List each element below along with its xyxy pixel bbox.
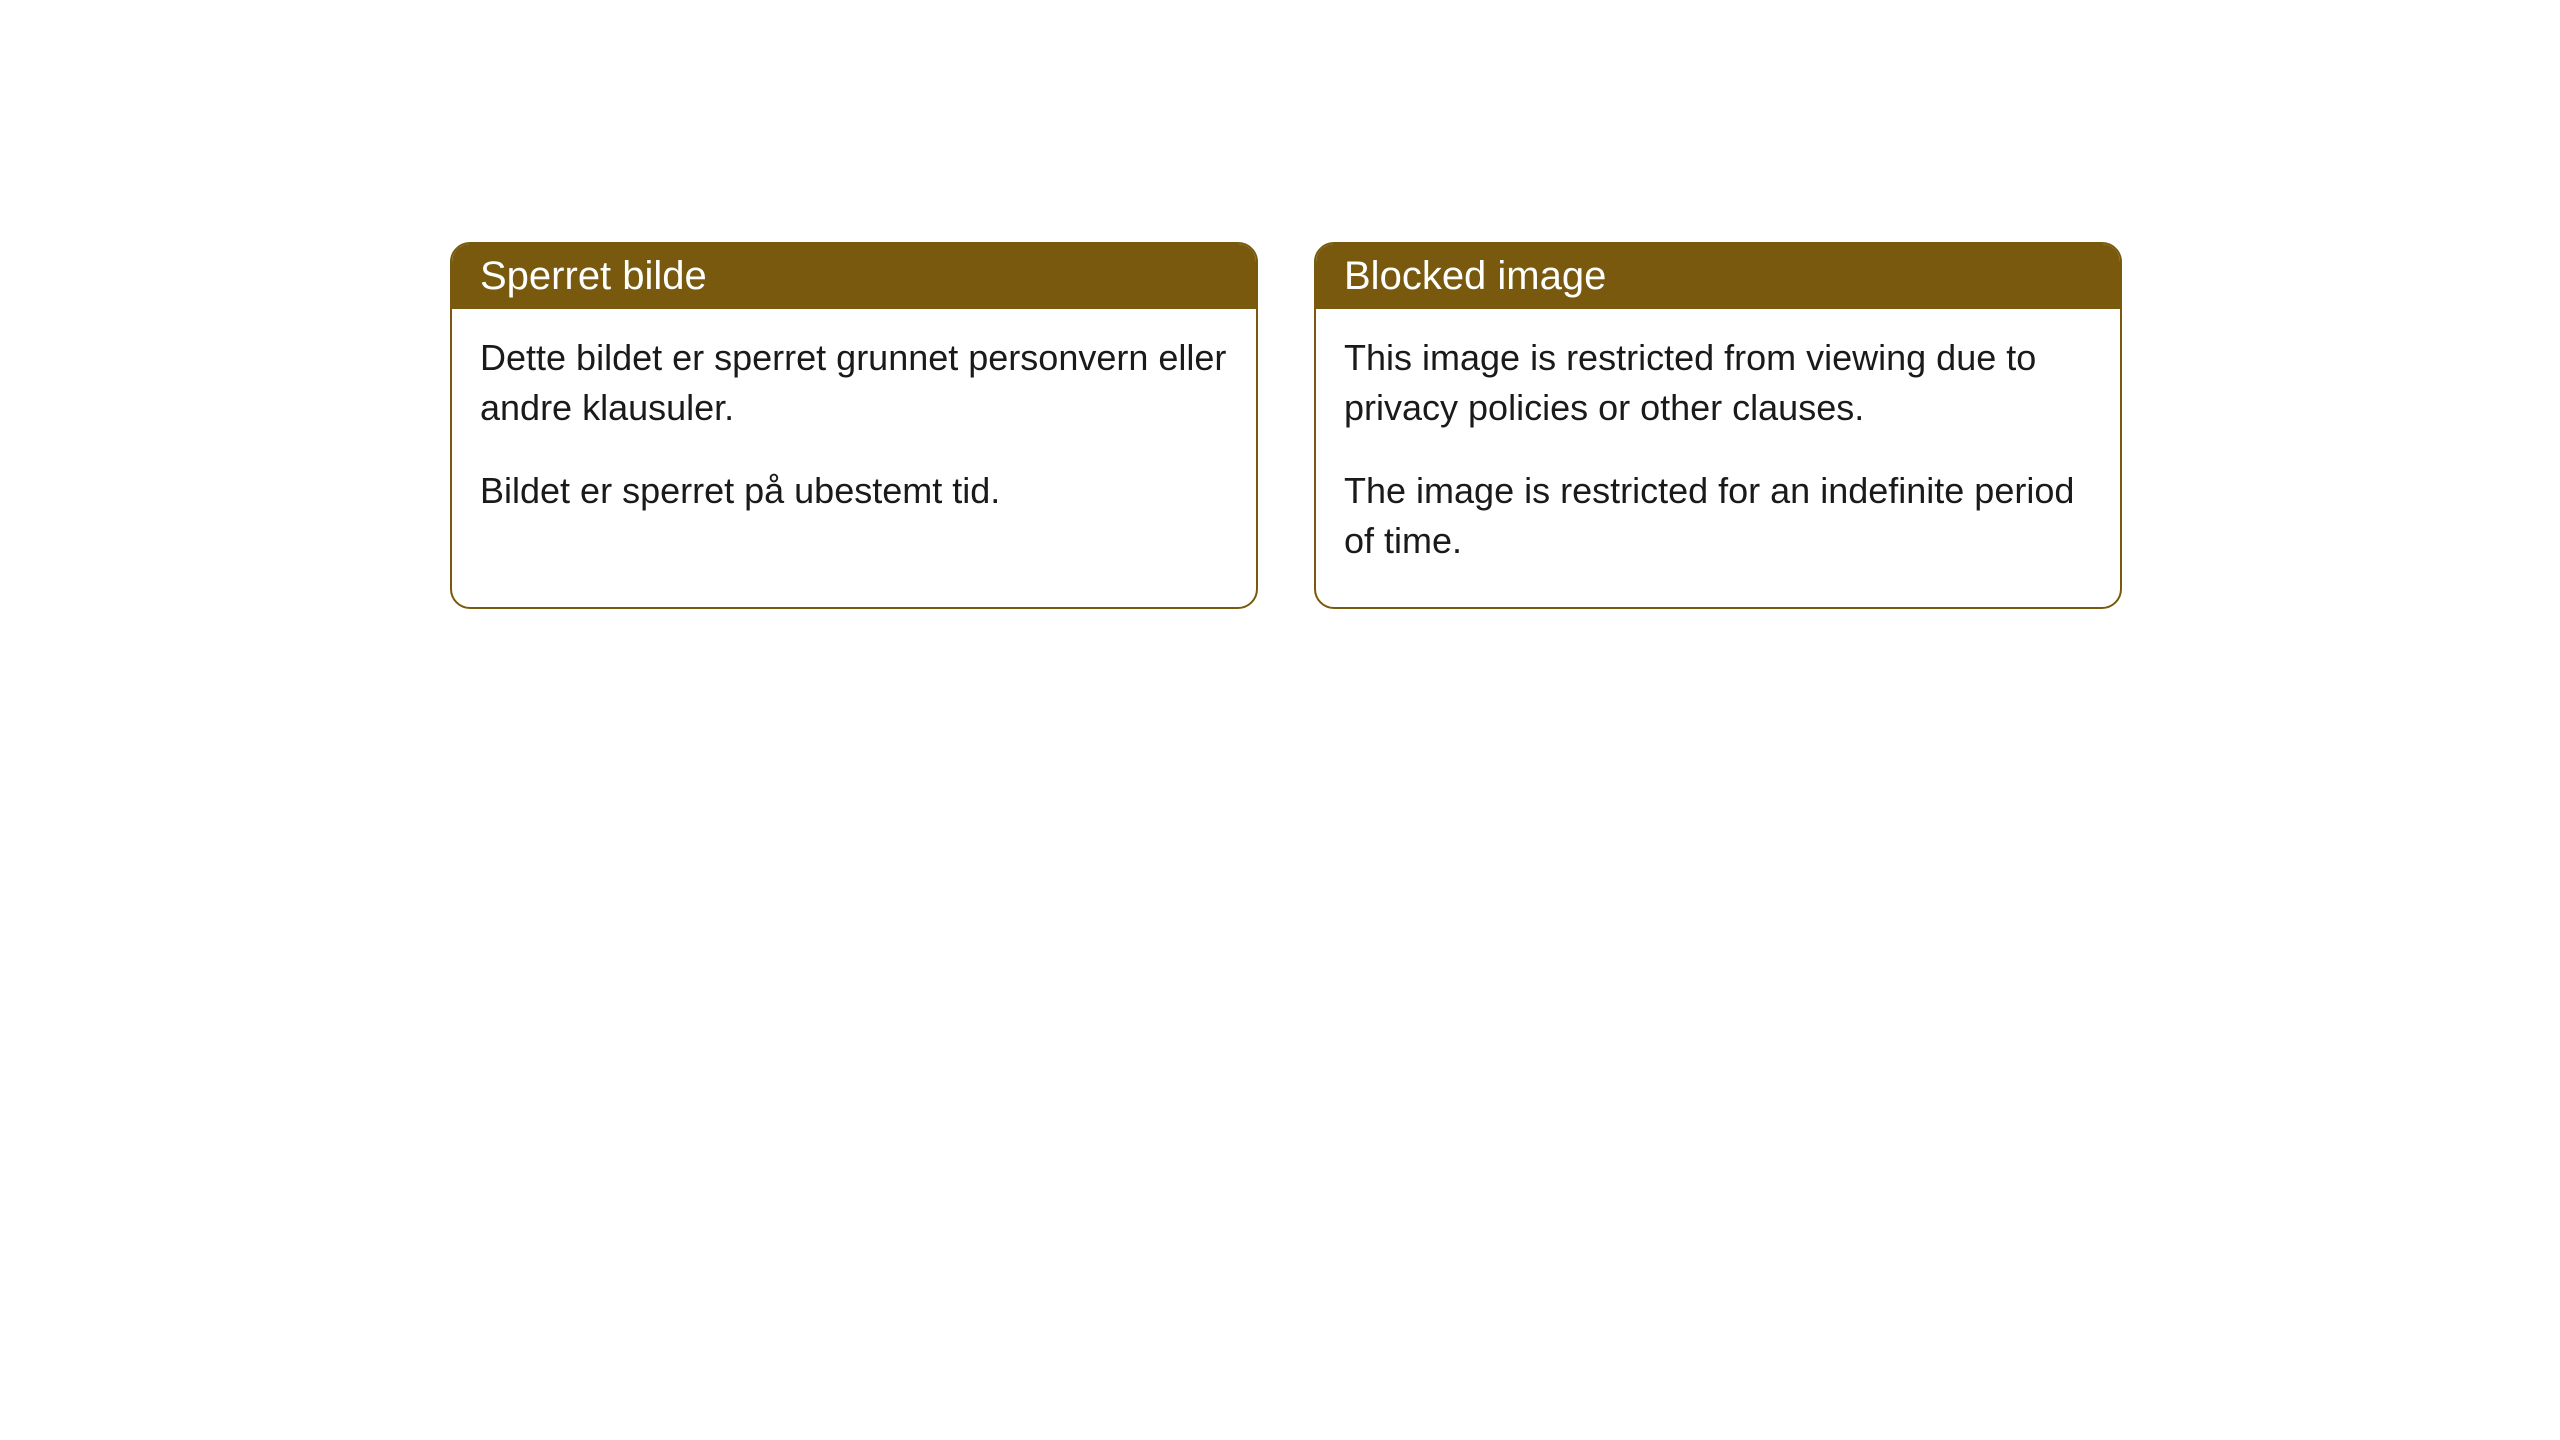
- card-header: Sperret bilde: [452, 244, 1256, 309]
- card-body: Dette bildet er sperret grunnet personve…: [452, 309, 1256, 556]
- card-paragraph-1: Dette bildet er sperret grunnet personve…: [480, 333, 1228, 434]
- card-paragraph-1: This image is restricted from viewing du…: [1344, 333, 2092, 434]
- card-title: Blocked image: [1344, 254, 1606, 298]
- notice-card-english: Blocked image This image is restricted f…: [1314, 242, 2122, 609]
- notice-card-norwegian: Sperret bilde Dette bildet er sperret gr…: [450, 242, 1258, 609]
- card-paragraph-2: Bildet er sperret på ubestemt tid.: [480, 466, 1228, 516]
- card-paragraph-2: The image is restricted for an indefinit…: [1344, 466, 2092, 567]
- notice-container: Sperret bilde Dette bildet er sperret gr…: [0, 0, 2560, 609]
- card-header: Blocked image: [1316, 244, 2120, 309]
- card-body: This image is restricted from viewing du…: [1316, 309, 2120, 607]
- card-title: Sperret bilde: [480, 254, 707, 298]
